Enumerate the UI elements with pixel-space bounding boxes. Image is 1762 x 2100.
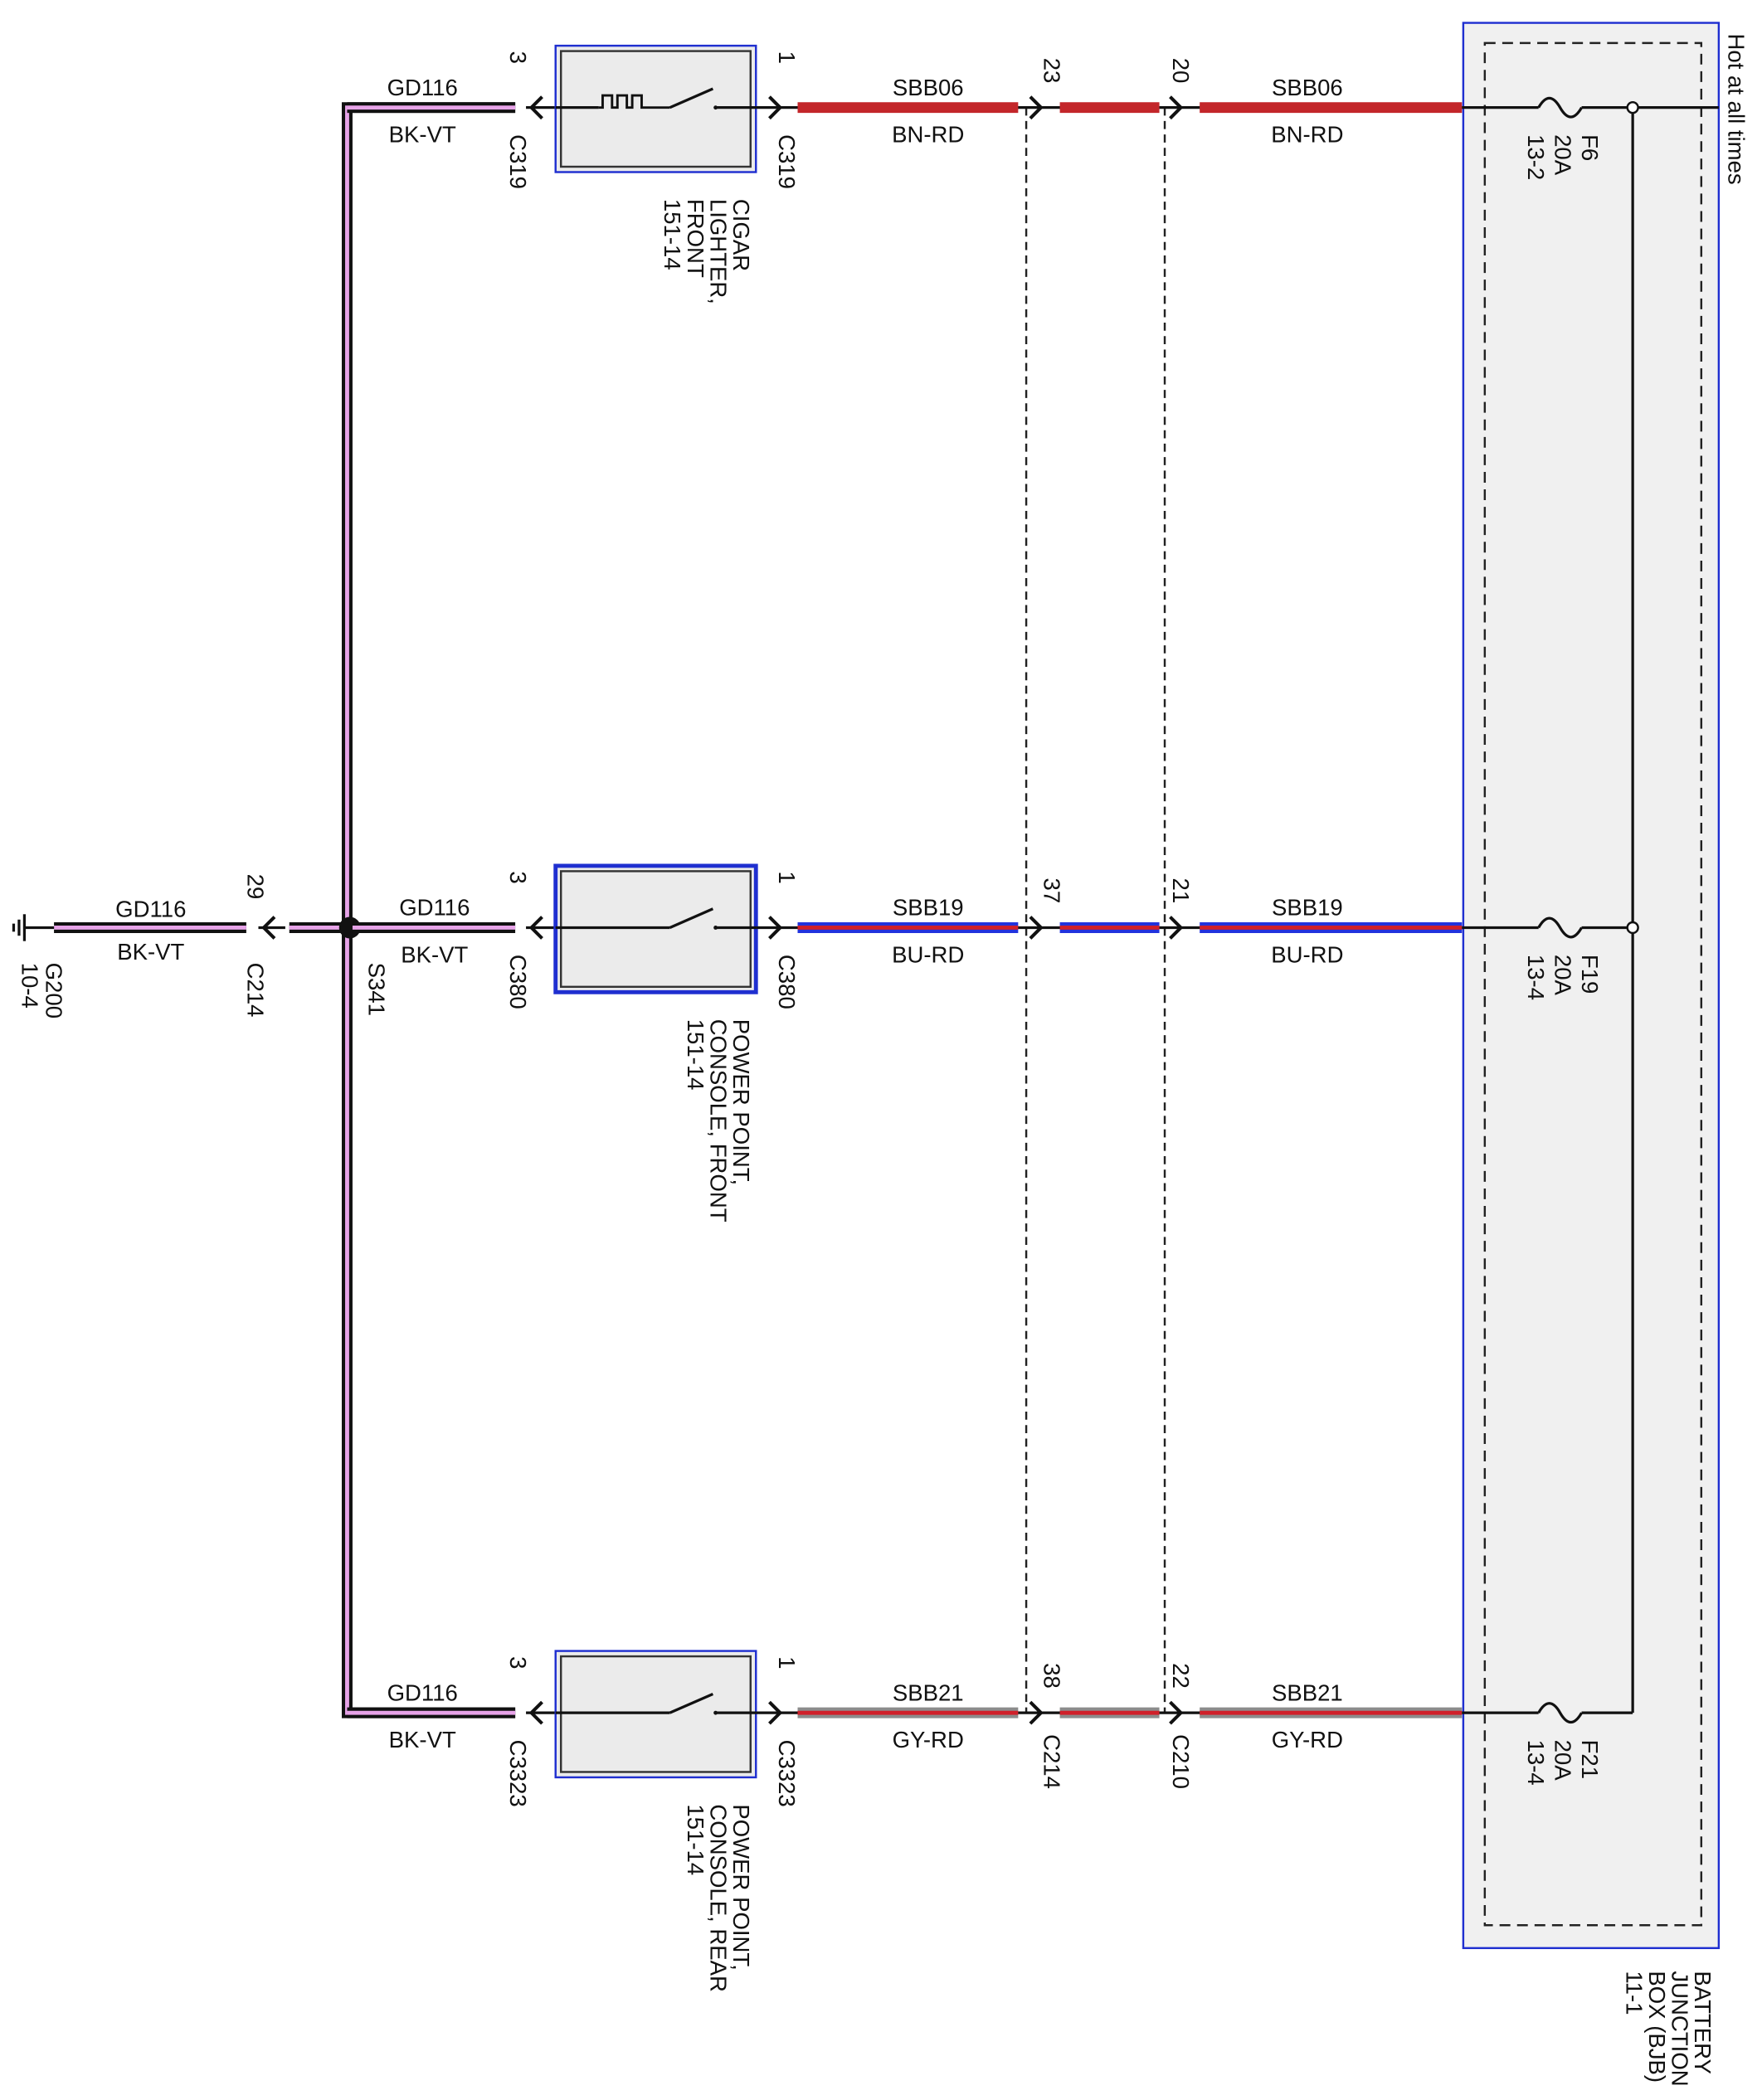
pin-number: 3 bbox=[505, 51, 531, 64]
bjb-label: BATTERY bbox=[1690, 1971, 1716, 2073]
component-box-inner bbox=[559, 50, 752, 168]
wire-circuit: SBB21 bbox=[893, 1680, 964, 1705]
component-label: CIGAR bbox=[728, 199, 754, 271]
pin-number: 1 bbox=[774, 1656, 800, 1669]
bjb-label: BOX (BJB) bbox=[1644, 1971, 1670, 2083]
wire-circuit: SBB19 bbox=[893, 895, 964, 921]
connector-arrow bbox=[768, 916, 783, 940]
fuse-ref: 13-4 bbox=[1523, 1740, 1549, 1786]
wire-color: GY-RD bbox=[893, 1727, 964, 1752]
pin-number: 38 bbox=[1039, 1663, 1064, 1689]
bjb-label: JUNCTION bbox=[1667, 1971, 1692, 2086]
connector-arrow bbox=[1169, 95, 1184, 120]
wire-circuit: SBB21 bbox=[1272, 1680, 1343, 1705]
pin-number: 3 bbox=[505, 1656, 531, 1669]
connector-name: C3323 bbox=[505, 1740, 531, 1807]
wire-circuit: SBB19 bbox=[1272, 895, 1343, 921]
wire-color: BK-VT bbox=[401, 941, 468, 967]
splice-name: S341 bbox=[364, 963, 390, 1016]
connector-arrow bbox=[1029, 95, 1044, 120]
fuse-name: F6 bbox=[1577, 134, 1603, 161]
connector-name: C380 bbox=[774, 955, 800, 1009]
ground-ref: 10-4 bbox=[17, 963, 42, 1009]
component-label: CONSOLE, FRONT bbox=[705, 1019, 731, 1223]
wire-color: BK-VT bbox=[117, 939, 184, 965]
fuse-name: F21 bbox=[1577, 1740, 1603, 1779]
connector-arrow bbox=[1169, 916, 1184, 940]
component-label: 151-14 bbox=[660, 199, 685, 270]
connector-name: C214 bbox=[243, 963, 269, 1018]
wire-circuit: SBB06 bbox=[893, 75, 964, 100]
fuse-rating: 20A bbox=[1550, 134, 1575, 176]
switch-blade bbox=[669, 87, 714, 109]
switch-blade bbox=[669, 1692, 714, 1714]
connector-arrow bbox=[1029, 1700, 1044, 1725]
connector-name: C319 bbox=[774, 134, 800, 189]
connector-name: C210 bbox=[1168, 1734, 1194, 1789]
wire-color: BN-RD bbox=[892, 122, 964, 148]
wire-circuit: GD116 bbox=[387, 75, 458, 100]
wire-circuit: GD116 bbox=[115, 896, 186, 921]
pin-number: 22 bbox=[1168, 1663, 1194, 1689]
heater-element bbox=[598, 94, 670, 109]
bjb-inner bbox=[1483, 41, 1703, 1927]
connector-arrow bbox=[768, 1700, 783, 1725]
component-label: POWER POINT, bbox=[728, 1804, 754, 1970]
fuse-name: F19 bbox=[1577, 955, 1603, 994]
component-box bbox=[554, 44, 757, 173]
bjb-node bbox=[1626, 921, 1639, 935]
pin-number: 37 bbox=[1039, 878, 1064, 904]
wire-color: BU-RD bbox=[1271, 941, 1343, 967]
fuse-symbol bbox=[1537, 96, 1583, 119]
pin-number: 1 bbox=[774, 51, 800, 64]
connector-name: C380 bbox=[505, 955, 531, 1009]
wire-color: BN-RD bbox=[1271, 122, 1343, 148]
bjb-node bbox=[1626, 100, 1639, 114]
switch-blade bbox=[669, 907, 714, 929]
pin-number: 1 bbox=[774, 871, 800, 883]
wire-circuit: GD116 bbox=[399, 895, 470, 921]
wire-circuit: SBB06 bbox=[1272, 75, 1343, 100]
component-label: LIGHTER, bbox=[705, 199, 731, 304]
component-label: POWER POINT, bbox=[728, 1019, 754, 1186]
pin-number: 29 bbox=[243, 874, 269, 900]
connector-name: C214 bbox=[1039, 1734, 1064, 1789]
bjb-box bbox=[1462, 22, 1721, 1950]
wire-color: BK-VT bbox=[389, 122, 456, 148]
connector-name: C319 bbox=[505, 134, 531, 189]
fuse-ref: 13-2 bbox=[1523, 134, 1549, 180]
connector-name: C3323 bbox=[774, 1740, 800, 1807]
pin-number: 20 bbox=[1168, 58, 1194, 84]
pin-number: 3 bbox=[505, 871, 531, 883]
pin-number: 23 bbox=[1039, 58, 1064, 84]
ground-name: G200 bbox=[41, 963, 67, 1018]
bjb-label: 11-1 bbox=[1621, 1971, 1647, 2015]
component-label: 151-14 bbox=[683, 1019, 708, 1091]
wire-color: BU-RD bbox=[892, 941, 964, 967]
fuse-rating: 20A bbox=[1550, 1740, 1575, 1782]
wire-circuit: GD116 bbox=[387, 1680, 458, 1705]
pin-number: 21 bbox=[1168, 878, 1194, 904]
connector-arrow bbox=[1169, 1700, 1184, 1725]
component-label: FRONT bbox=[683, 199, 708, 278]
fuse-symbol bbox=[1537, 916, 1583, 939]
connector-arrow bbox=[1029, 916, 1044, 940]
wire-color: GY-RD bbox=[1272, 1727, 1343, 1752]
fuse-ref: 13-4 bbox=[1523, 955, 1549, 1000]
fuse-rating: 20A bbox=[1550, 955, 1575, 996]
component-label: CONSOLE, REAR bbox=[705, 1804, 731, 1992]
hot-label: Hot at all times bbox=[1723, 34, 1749, 185]
wire-color: BK-VT bbox=[389, 1727, 456, 1752]
component-label: 151-14 bbox=[683, 1804, 708, 1875]
fuse-symbol bbox=[1537, 1702, 1583, 1724]
connector-arrow bbox=[768, 95, 783, 120]
